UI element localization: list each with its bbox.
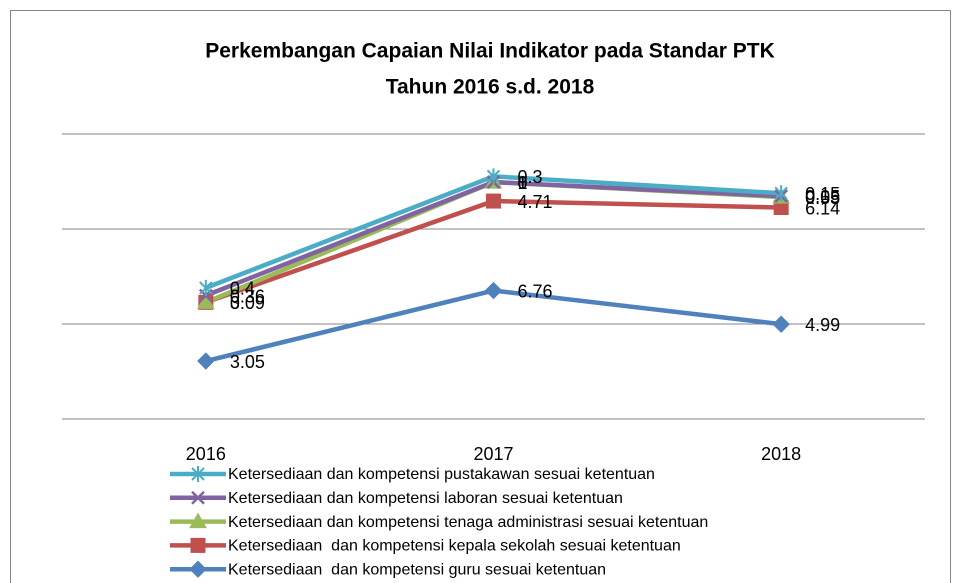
data-label: 3.05 <box>230 352 265 372</box>
data-point <box>197 352 215 370</box>
chart-border <box>10 10 951 583</box>
data-label: 4.71 <box>518 192 553 212</box>
legend-marker <box>190 537 206 553</box>
data-label: 1 <box>518 173 528 193</box>
legend-label: Ketersediaan dan kompetensi tenaga admin… <box>228 514 708 531</box>
legend-marker <box>191 466 205 482</box>
legend-label: Ketersediaan dan kompetensi kepala sekol… <box>228 538 681 555</box>
data-label: 0 <box>518 173 528 193</box>
data-label: 0.15 <box>805 184 840 204</box>
data-label: 6.76 <box>518 281 553 301</box>
legend-marker <box>191 490 205 505</box>
data-label: 0 <box>230 293 240 313</box>
data-label: 6.14 <box>805 198 840 218</box>
data-label: 3.09 <box>230 293 265 313</box>
legend-label: Ketersediaan dan kompetensi laboran sesu… <box>228 490 623 507</box>
x-tick-label: 2017 <box>473 444 513 464</box>
data-point <box>484 281 503 300</box>
data-label: 4.99 <box>805 315 840 335</box>
x-tick-label: 2018 <box>761 444 801 464</box>
data-point <box>486 193 501 209</box>
legend-label: Ketersediaan dan kompetensi guru sesuai … <box>228 561 606 578</box>
data-point <box>199 279 213 296</box>
legend-label: Ketersediaan dan kompetensi pustakawan s… <box>228 466 655 483</box>
chart-subtitle: Tahun 2016 s.d. 2018 <box>386 76 595 99</box>
data-point <box>774 185 788 202</box>
legend-marker <box>189 512 207 529</box>
data-label: 0.05 <box>805 187 840 207</box>
data-label: 0.55 <box>805 188 840 208</box>
data-label: 0.4 <box>230 279 255 299</box>
data-point <box>486 168 501 185</box>
data-label: 0.36 <box>230 286 265 306</box>
data-point <box>196 293 215 309</box>
data-point <box>772 315 790 333</box>
data-label: 0.3 <box>518 167 543 187</box>
chart-title: Perkembangan Capaian Nilai Indikator pad… <box>205 40 774 63</box>
x-tick-label: 2016 <box>186 444 226 464</box>
legend-marker <box>189 560 207 578</box>
